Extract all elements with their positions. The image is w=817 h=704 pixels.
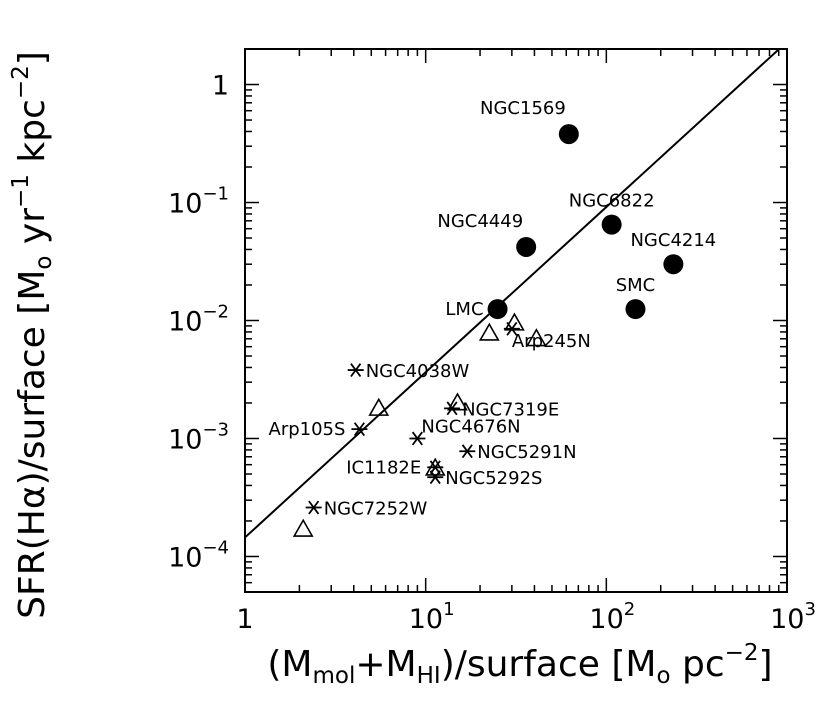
x-tick-label: 102 <box>589 599 635 635</box>
point-label: NGC4214 <box>630 230 716 251</box>
point-label: NGC5292S <box>445 468 542 489</box>
point-open-triangle <box>504 312 525 331</box>
fit-line <box>244 48 780 539</box>
point-filled-circle <box>625 299 646 320</box>
point-asterisk <box>351 422 368 437</box>
point-open-triangle <box>292 518 314 537</box>
y-tick-label: 10−1 <box>168 184 229 220</box>
point-label: NGC1569 <box>480 98 566 119</box>
point-label: IC1182E <box>346 457 421 478</box>
point-label: NGC7319E <box>462 399 559 420</box>
point-filled-circle <box>516 236 537 257</box>
point-asterisk <box>305 500 322 515</box>
point-label: LMC <box>445 299 483 320</box>
y-tick-label: 10−2 <box>168 302 229 338</box>
point-asterisk <box>459 444 476 459</box>
point-asterisk <box>444 401 461 416</box>
point-asterisk <box>503 321 520 336</box>
point-asterisk <box>427 470 444 485</box>
point-label: NGC7252W <box>324 499 428 520</box>
y-tick-label: 10−3 <box>168 419 229 455</box>
point-label: SMC <box>616 275 656 296</box>
point-label: NGC4038W <box>366 361 470 382</box>
point-label: NGC5291N <box>477 442 576 463</box>
x-tick-label: 103 <box>770 599 816 635</box>
y-tick-label: 1 <box>212 71 229 102</box>
point-filled-circle <box>558 124 579 145</box>
y-axis-label: SFR(Hα)/surface [Mo yr−1 kpc−2] <box>8 51 57 619</box>
point-label: NGC4449 <box>437 211 523 232</box>
x-tick-label: 101 <box>409 599 455 635</box>
point-filled-circle <box>487 299 508 320</box>
point-asterisk <box>347 363 364 378</box>
point-label: Arp105S <box>269 419 346 440</box>
y-tick-label: 10−4 <box>168 537 229 573</box>
point-label: NGC6822 <box>569 191 655 212</box>
x-axis-label: (Mmol+MHI)/surface [Mo pc−2] <box>267 640 772 689</box>
point-asterisk <box>427 460 444 475</box>
point-open-triangle <box>447 392 468 411</box>
x-tick-label: 1 <box>236 604 253 635</box>
point-filled-circle <box>601 214 622 235</box>
point-label: Arp245N <box>512 331 591 352</box>
point-open-triangle <box>478 322 500 341</box>
point-label: NGC4676N <box>421 416 520 437</box>
point-open-triangle <box>525 328 547 347</box>
point-asterisk <box>409 431 426 446</box>
point-filled-circle <box>663 254 684 275</box>
point-open-triangle <box>368 397 390 416</box>
